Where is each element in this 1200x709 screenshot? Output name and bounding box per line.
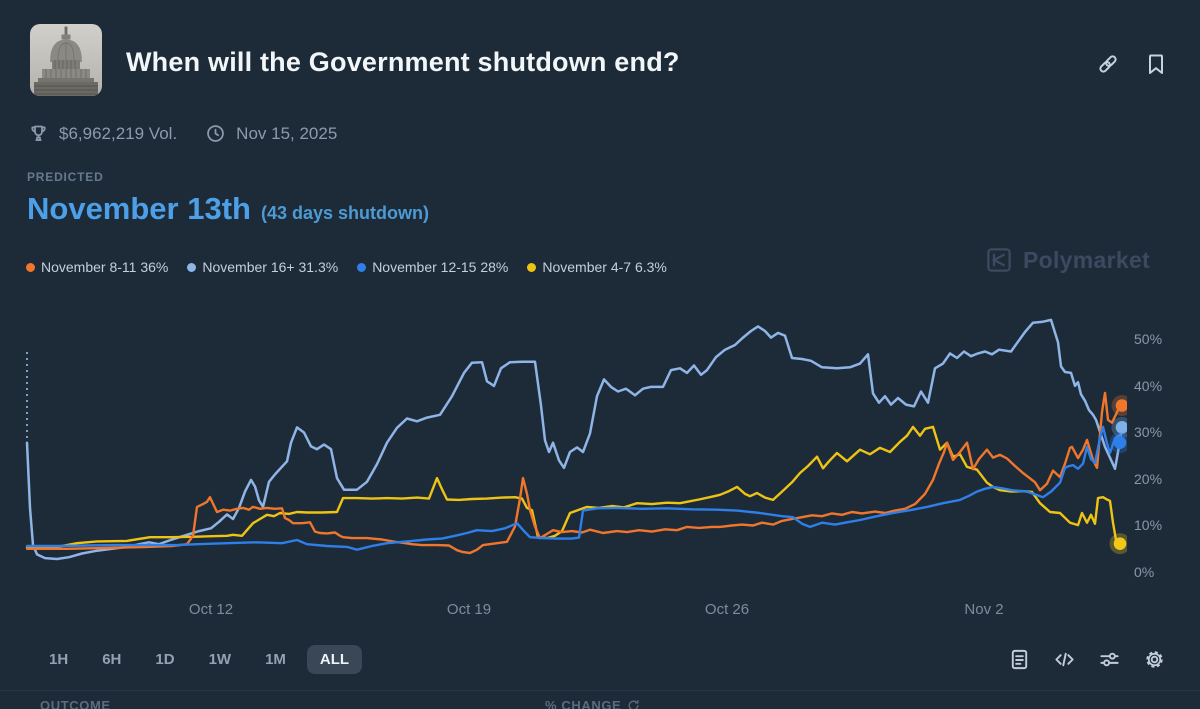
- y-axis-tick: 50%: [1134, 331, 1163, 348]
- x-axis-tick: Oct 26: [704, 601, 750, 618]
- legend-label: November 8-11 36%: [41, 259, 169, 275]
- legend-label: November 12-15 28%: [372, 259, 509, 275]
- predicted-row: November 13th (43 days shutdown): [27, 191, 429, 227]
- chart-toolbar: [1008, 648, 1166, 671]
- series-line-november-4-7: [25, 425, 1124, 550]
- chart-legend: November 8-11 36% November 16+ 31.3% Novem…: [26, 259, 667, 275]
- polymarket-logo-icon: [987, 248, 1011, 272]
- copy-link-icon[interactable]: [1096, 52, 1120, 76]
- legend-item[interactable]: November 8-11 36%: [26, 259, 168, 275]
- capitol-image: [30, 24, 102, 96]
- timeframe-all[interactable]: ALL: [306, 645, 363, 674]
- outcome-column-header: OUTCOME: [40, 698, 111, 709]
- series-line-november-16-: [25, 318, 1124, 561]
- section-divider: [0, 690, 1200, 691]
- y-axis-tick: 0%: [1134, 564, 1155, 580]
- legend-dot: [26, 262, 35, 272]
- timeframe-1d[interactable]: 1D: [155, 651, 175, 668]
- header-actions: [1096, 52, 1168, 76]
- bookmark-icon[interactable]: [1144, 52, 1168, 76]
- series-end-dot: [1115, 399, 1129, 412]
- x-axis-tick: Oct 19: [446, 601, 492, 618]
- refresh-icon[interactable]: [627, 699, 640, 709]
- watermark-text: Polymarket: [1023, 246, 1151, 273]
- timeframe-1h[interactable]: 1H: [49, 651, 69, 668]
- volume-value: $6,962,219 Vol.: [59, 123, 178, 143]
- polymarket-watermark: Polymarket: [984, 245, 1150, 275]
- series-end-dot: [1113, 436, 1127, 450]
- y-axis-tick: 20%: [1134, 470, 1163, 487]
- embed-code-icon[interactable]: [1053, 648, 1076, 671]
- end-date: Nov 15, 2025: [236, 123, 338, 143]
- legend-dot: [187, 262, 197, 272]
- timeframe-1w[interactable]: 1W: [208, 651, 232, 668]
- timeframe-selector: 1H 6H 1D 1W 1M ALL: [36, 645, 363, 674]
- series-line-november-8-11: [25, 391, 1124, 555]
- chart-settings-sliders-icon[interactable]: [1098, 648, 1121, 671]
- legend-dot: [357, 262, 367, 272]
- legend-label: November 16+ 31.3%: [202, 259, 339, 275]
- y-axis-tick: 30%: [1134, 424, 1163, 441]
- x-axis-tick: Nov 2: [964, 601, 1004, 618]
- x-axis-tick: Oct 12: [188, 601, 234, 618]
- legend-item[interactable]: November 16+ 31.3%: [187, 259, 338, 275]
- change-column-header: % CHANGE: [545, 698, 640, 709]
- series-end-dot: [1115, 421, 1129, 434]
- trophy-icon: [28, 123, 49, 144]
- predicted-note: (43 days shutdown): [260, 203, 429, 223]
- page-title: When will the Government shutdown end?: [126, 47, 680, 77]
- market-avatar: [30, 24, 102, 96]
- price-chart-svg: [25, 318, 1133, 561]
- timeframe-6h[interactable]: 6H: [102, 651, 122, 668]
- y-axis-tick: 40%: [1134, 377, 1163, 394]
- legend-label: November 4-7 6.3%: [542, 259, 667, 275]
- order-book-icon[interactable]: [1008, 648, 1031, 671]
- clock-icon: [205, 123, 226, 144]
- legend-item[interactable]: November 4-7 6.3%: [527, 259, 667, 275]
- series-end-dot: [1113, 537, 1127, 550]
- series-line-november-12-15: [25, 425, 1124, 551]
- predicted-label: PREDICTED: [27, 170, 104, 184]
- y-axis-tick: 10%: [1134, 517, 1163, 534]
- gear-icon[interactable]: [1143, 648, 1166, 671]
- timeframe-1m[interactable]: 1M: [265, 651, 286, 668]
- market-stats: $6,962,219 Vol. Nov 15, 2025: [28, 123, 337, 144]
- predicted-value: November 13th: [27, 191, 251, 226]
- legend-dot: [527, 262, 537, 272]
- price-chart[interactable]: [25, 313, 1133, 588]
- legend-item[interactable]: November 12-15 28%: [357, 259, 508, 275]
